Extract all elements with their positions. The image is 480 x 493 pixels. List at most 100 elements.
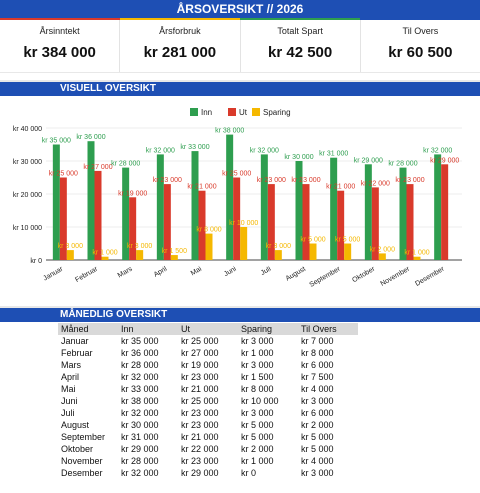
- table-row: November kr 28 000 kr 23 000 kr 1 000 kr 4 0…: [58, 455, 358, 467]
- bar-ut: [198, 190, 206, 260]
- table-cell: Juni: [61, 396, 78, 406]
- table-cell: August: [61, 420, 90, 430]
- data-label: kr 1 000: [404, 250, 429, 257]
- table-cell: kr 8 000: [301, 348, 334, 358]
- bar-sparing: [309, 243, 317, 260]
- table-cell: kr 33 000: [121, 384, 159, 394]
- bar-inn: [191, 151, 199, 260]
- data-label: kr 31 000: [319, 151, 348, 158]
- bar-inn: [156, 154, 164, 260]
- bar-ut: [59, 177, 67, 260]
- bar-sparing: [344, 243, 352, 260]
- table-row: Juni kr 38 000 kr 25 000 kr 10 000 kr 3 000: [58, 395, 358, 407]
- table-cell: kr 30 000: [121, 420, 159, 430]
- legend-swatch: [252, 108, 260, 116]
- data-label: kr 28 000: [111, 161, 140, 168]
- table-cell: kr 25 000: [181, 336, 219, 346]
- column-header: Inn: [118, 323, 178, 335]
- y-tick-label: kr 30 000: [13, 159, 42, 166]
- data-label: kr 2 000: [370, 246, 395, 253]
- data-label: kr 23 000: [153, 177, 182, 184]
- table-cell: kr 2 000: [241, 444, 274, 454]
- bar-inn: [295, 161, 303, 260]
- table-cell: kr 3 000: [241, 408, 274, 418]
- x-tick-label: Oktober: [351, 265, 377, 284]
- kpi-label: Til Overs: [402, 26, 439, 36]
- table-cell: Januar: [61, 336, 89, 346]
- kpi-row: Årsinntekt kr 384 000 Årsforbruk kr 281 …: [0, 20, 480, 72]
- kpi-value: kr 384 000: [23, 44, 96, 61]
- kpi-annual-income: Årsinntekt kr 384 000: [0, 20, 121, 72]
- table-cell: kr 23 000: [181, 420, 219, 430]
- data-label: kr 1 500: [162, 248, 187, 255]
- monthly-table: Måned Inn Ut Sparing Til Overs Januar kr …: [58, 323, 358, 479]
- table-cell: Juli: [61, 408, 75, 418]
- table-row: Februar kr 36 000 kr 27 000 kr 1 000 kr 8 00…: [58, 347, 358, 359]
- column-header: Til Overs: [298, 323, 358, 335]
- data-label: kr 3 000: [58, 243, 83, 250]
- table-cell: kr 3 000: [241, 360, 274, 370]
- x-tick-label: Desember: [414, 265, 446, 288]
- bar-ut: [267, 184, 275, 260]
- table-row: Januar kr 35 000 kr 25 000 kr 3 000 kr 7 000: [58, 335, 358, 347]
- bar-sparing: [378, 253, 386, 260]
- data-label: kr 5 000: [335, 237, 360, 244]
- table-cell: kr 2 000: [301, 420, 334, 430]
- table-cell: kr 25 000: [181, 396, 219, 406]
- data-label: kr 3 000: [127, 243, 152, 250]
- kpi-label: Årsforbruk: [159, 26, 201, 36]
- kpi-total-saved: Totalt Spart kr 42 500: [241, 20, 361, 72]
- data-label: kr 27 000: [83, 164, 112, 171]
- data-label: kr 21 000: [326, 184, 355, 191]
- legend-label: Inn: [201, 108, 212, 117]
- table-cell: kr 28 000: [121, 360, 159, 370]
- bar-ut: [441, 164, 449, 260]
- table-cell: kr 38 000: [121, 396, 159, 406]
- data-label: kr 35 000: [42, 138, 71, 145]
- table-cell: kr 1 000: [241, 456, 274, 466]
- table-cell: Oktober: [61, 444, 94, 454]
- y-tick-label: kr 40 000: [13, 126, 42, 133]
- bar-ut: [94, 170, 102, 260]
- bar-inn: [52, 144, 60, 260]
- section-header-monthly: MÅNEDLIG OVERSIKT: [0, 308, 480, 322]
- kpi-divider: [0, 72, 480, 73]
- page-title: ÅRSOVERSIKT // 2026: [0, 0, 480, 20]
- data-label: kr 30 000: [284, 154, 313, 161]
- x-tick-label: Juli: [260, 265, 273, 277]
- bar-inn: [434, 154, 442, 260]
- table-cell: kr 10 000: [241, 396, 279, 406]
- table-cell: Mars: [61, 360, 81, 370]
- table-cell: kr 0: [241, 468, 257, 478]
- x-tick-label: April: [153, 265, 169, 278]
- data-label: kr 25 000: [49, 171, 78, 178]
- table-cell: kr 5 000: [241, 420, 274, 430]
- data-label: kr 23 000: [257, 177, 286, 184]
- stripe-green: [240, 18, 360, 20]
- bar-ut: [371, 187, 379, 260]
- table-cell: November: [61, 456, 103, 466]
- table-cell: kr 1 500: [241, 372, 274, 382]
- data-label: kr 5 000: [300, 237, 325, 244]
- table-row: September kr 31 000 kr 21 000 kr 5 000 kr 5 …: [58, 431, 358, 443]
- table-cell: kr 32 000: [121, 468, 159, 478]
- table-cell: kr 23 000: [181, 372, 219, 382]
- x-tick-label: Februar: [74, 265, 99, 284]
- data-label: kr 1 000: [92, 250, 117, 257]
- bar-ut: [337, 190, 345, 260]
- x-tick-label: November: [380, 265, 412, 288]
- bar-inn: [260, 154, 268, 260]
- table-cell: kr 21 000: [181, 432, 219, 442]
- bar-inn: [122, 167, 130, 260]
- table-cell: kr 29 000: [121, 444, 159, 454]
- data-label: kr 29 000: [430, 157, 459, 164]
- table-cell: kr 5 000: [241, 432, 274, 442]
- bar-ut: [302, 184, 310, 260]
- table-cell: kr 6 000: [301, 408, 334, 418]
- data-label: kr 38 000: [215, 128, 244, 135]
- column-header: Måned: [58, 323, 118, 335]
- table-cell: kr 7 000: [301, 336, 334, 346]
- table-cell: kr 28 000: [121, 456, 159, 466]
- data-label: kr 33 000: [180, 144, 209, 151]
- x-tick-label: August: [285, 266, 307, 283]
